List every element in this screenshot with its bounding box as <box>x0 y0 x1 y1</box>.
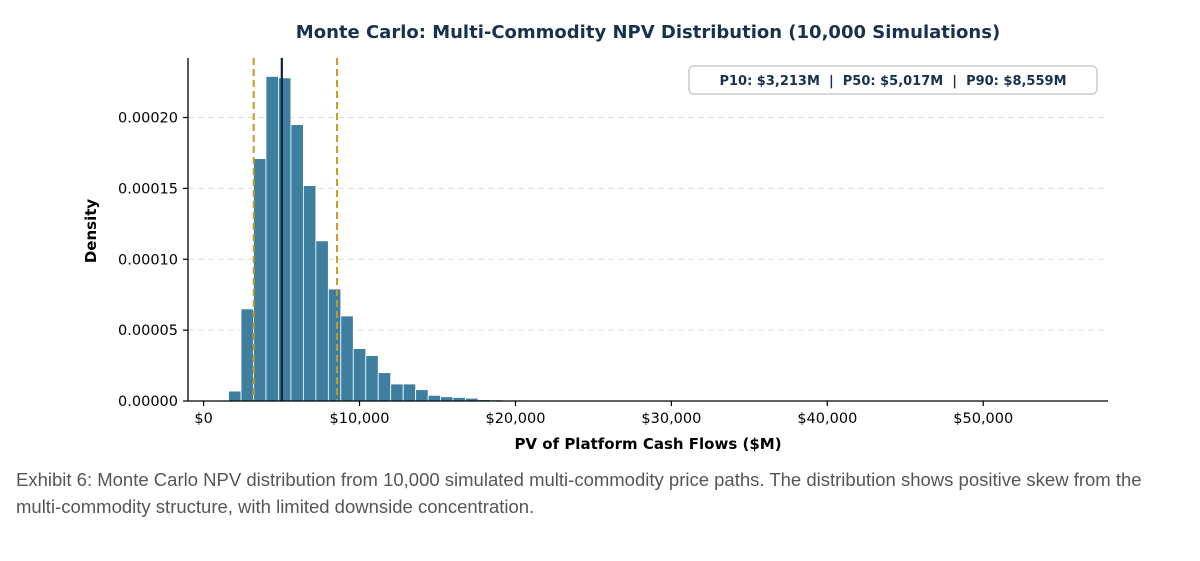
figure-caption: Exhibit 6: Monte Carlo NPV distribution … <box>16 469 1142 517</box>
histogram-bar <box>253 158 267 402</box>
histogram-bar <box>228 390 242 402</box>
npv-histogram-chart: Monte Carlo: Multi-Commodity NPV Distrib… <box>82 22 1108 453</box>
histogram-bar <box>327 288 342 402</box>
histogram-bar <box>377 372 392 402</box>
histogram-bar <box>240 308 254 402</box>
x-tick-label: $10,000 <box>330 411 390 427</box>
annotation-text: P10: $3,213M | P50: $5,017M | P90: $8,55… <box>719 74 1066 89</box>
percentile-annotation: P10: $3,213M | P50: $5,017M | P90: $8,55… <box>688 65 1098 95</box>
y-tick-label: 0.00000 <box>118 394 178 410</box>
histogram-bars <box>228 76 554 402</box>
histogram-bar <box>315 240 329 402</box>
histogram-bar <box>290 124 304 402</box>
x-tick-label: $20,000 <box>485 411 545 427</box>
x-axis-ticks: $0 $10,000 $20,000 $30,000 $40,000 $50,000 <box>194 401 1013 427</box>
histogram-bar <box>352 348 367 402</box>
histogram-bar <box>390 383 404 402</box>
annotation-box <box>688 65 1098 95</box>
histogram-bar <box>278 77 292 402</box>
y-tick-label: 0.00020 <box>118 111 178 127</box>
x-tick-label: $0 <box>194 411 212 427</box>
histogram-bar <box>302 185 317 402</box>
percentile-lines <box>252 58 339 401</box>
axes <box>187 58 1108 402</box>
y-tick-label: 0.00015 <box>118 181 178 197</box>
histogram-bar <box>340 315 354 402</box>
x-tick-label: $30,000 <box>641 411 701 427</box>
y-axis-ticks: 0.00000 0.00005 0.00010 0.00015 0.00020 <box>118 111 188 410</box>
y-axis-label: Density <box>82 199 100 264</box>
y-tick-label: 0.00010 <box>118 252 178 268</box>
x-tick-label: $40,000 <box>797 411 857 427</box>
histogram-bar <box>415 389 429 402</box>
histogram-bar <box>365 355 379 402</box>
histogram-bar <box>402 383 417 402</box>
x-axis-label: PV of Platform Cash Flows ($M) <box>514 435 781 453</box>
y-tick-label: 0.00005 <box>118 323 178 339</box>
histogram-bar <box>265 76 279 402</box>
x-tick-label: $50,000 <box>953 411 1013 427</box>
chart-title: Monte Carlo: Multi-Commodity NPV Distrib… <box>296 22 1000 43</box>
histogram-bar <box>427 394 442 402</box>
